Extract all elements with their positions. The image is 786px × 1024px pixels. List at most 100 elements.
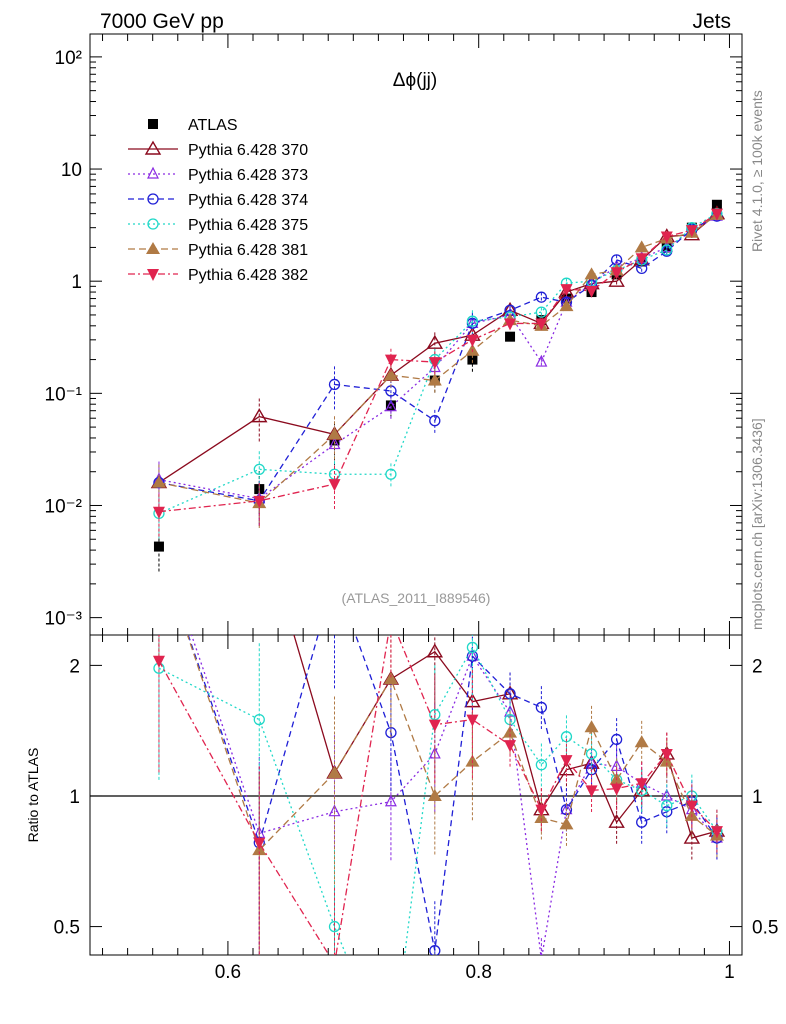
legend-marker-p382 [147,269,159,281]
ratio-point-p382 [685,800,698,813]
collision-label: 7000 GeV pp [100,10,224,33]
main-y-tick-label: 10 [61,160,82,181]
series-line-p373 [158,215,718,500]
main-y-tick-label: 1 [71,272,82,293]
point-p370 [426,334,444,349]
ratio-point-p381 [634,735,649,748]
category-label: Jets [692,10,731,33]
ratio-point-p382 [585,785,598,798]
ratio-line-p373 [190,635,718,955]
ratio-point-p382 [428,719,441,732]
ratio-point-p373 [384,794,397,807]
legend-label-p370: Pythia 6.428 370 [188,142,308,159]
ratio-point-p382 [560,755,573,768]
ratio-point-p374 [610,733,623,746]
point-p381 [151,475,166,488]
legend-marker-p370 [144,140,162,155]
ratio-point-p382 [152,655,165,668]
point-p374 [328,378,341,391]
ratio-point-p375 [535,759,548,771]
point-ATLAS [329,435,340,446]
mcplots-label: mcplots.cern.ch [arXiv:1306.3436] [749,418,765,630]
point-p382 [466,334,479,347]
point-p382 [685,225,698,238]
ratio-point-p370 [608,813,625,828]
ratio-line-p375 [158,646,718,955]
ratio-point-p382 [660,748,673,761]
legend: ATLAS Pythia 6.428 370 Pythia 6.428 373 Pyt… [128,117,308,284]
main-series-layer [150,199,726,572]
ratio-point-p375 [466,641,479,654]
ratio-series-p382 [152,635,723,971]
legend-marker-p373 [147,166,159,179]
ratio-point-p382 [504,740,517,753]
ratio-point-p382 [466,714,479,727]
legend-label-p375: Pythia 6.428 375 [188,217,308,234]
ratio-point-p381 [383,672,398,685]
ratio-point-p382 [329,959,341,971]
point-p382 [328,479,341,492]
ratio-point-p375 [328,920,341,933]
ratio-y-tick-label-right: 1 [752,787,763,808]
point-p381 [634,240,649,253]
point-p382 [710,208,723,221]
point-p375 [253,463,265,475]
ratio-point-p382 [610,783,623,796]
ratio-point-p381 [559,817,574,830]
point-p370 [251,408,268,423]
main-y-tick-label: 10⁻³ [45,609,83,630]
point-p382 [152,506,165,519]
point-p382 [535,318,548,331]
point-p382 [635,253,648,266]
legend-label-ATLAS: ATLAS [188,117,238,134]
ratio-point-p375 [585,748,598,760]
point-p375 [466,315,479,327]
ratio-y-tick-label-right: 0.5 [752,918,778,939]
point-p374 [429,415,441,427]
point-ATLAS [505,331,516,342]
main-y-tick-label: 10⁻¹ [45,384,83,405]
series-p382 [152,208,723,537]
ratio-plot-frame [89,634,743,956]
rivet-version-label: Rivet 4.1.0, ≥ 100k events [749,90,765,252]
legend-label-p373: Pythia 6.428 373 [188,167,308,184]
ratio-series-p374 [158,572,723,955]
point-p381 [383,368,398,381]
legend-label-p374: Pythia 6.428 374 [188,192,308,209]
point-p375 [535,306,548,318]
ratio-point-p381 [427,788,442,801]
ratio-x-tick-label: 1 [724,962,735,983]
analysis-tag: (ATLAS_2011_I889546) [342,590,491,606]
ratio-point-p373 [585,755,598,768]
legend-marker-ATLAS [148,119,158,129]
ratio-point-p382 [253,837,266,850]
ratio-point-p381 [534,810,549,823]
ratio-line-p374 [187,635,718,951]
ratio-series-layer [152,572,726,971]
ratio-point-p370 [426,643,444,658]
point-p381 [584,267,599,280]
main-y-tick-label: 10² [55,48,82,69]
ratio-point-p374 [466,650,479,662]
ratio-y-tick-label: 2 [69,656,80,677]
point-ATLAS [467,354,478,365]
ratio-point-p375 [429,708,441,721]
ratio-point-p375 [661,799,673,812]
point-ATLAS [711,199,722,210]
ratio-y-tick-label: 1 [69,787,80,808]
axis-ticks: 10⁻³ 10⁻² 10⁻¹ 1 10 10² 0.6 0.8 1 0.5 0.5 1 1 2 2 [45,34,778,983]
point-ATLAS [385,400,396,411]
point-ATLAS [153,541,164,552]
ratio-point-p374 [330,572,340,582]
point-p375 [385,468,397,480]
ratio-point-p374 [535,701,548,714]
point-p373 [384,399,397,412]
point-p382 [660,231,673,244]
legend-label-p381: Pythia 6.428 381 [188,242,308,259]
ratio-y-axis-label: Ratio to ATLAS [25,748,41,843]
ratio-point-p370 [683,829,701,844]
point-p382 [504,318,517,331]
ratio-x-tick-label: 0.8 [465,962,491,983]
ratio-y-tick-label-right: 2 [752,656,763,677]
ratio-point-p374 [429,945,441,955]
